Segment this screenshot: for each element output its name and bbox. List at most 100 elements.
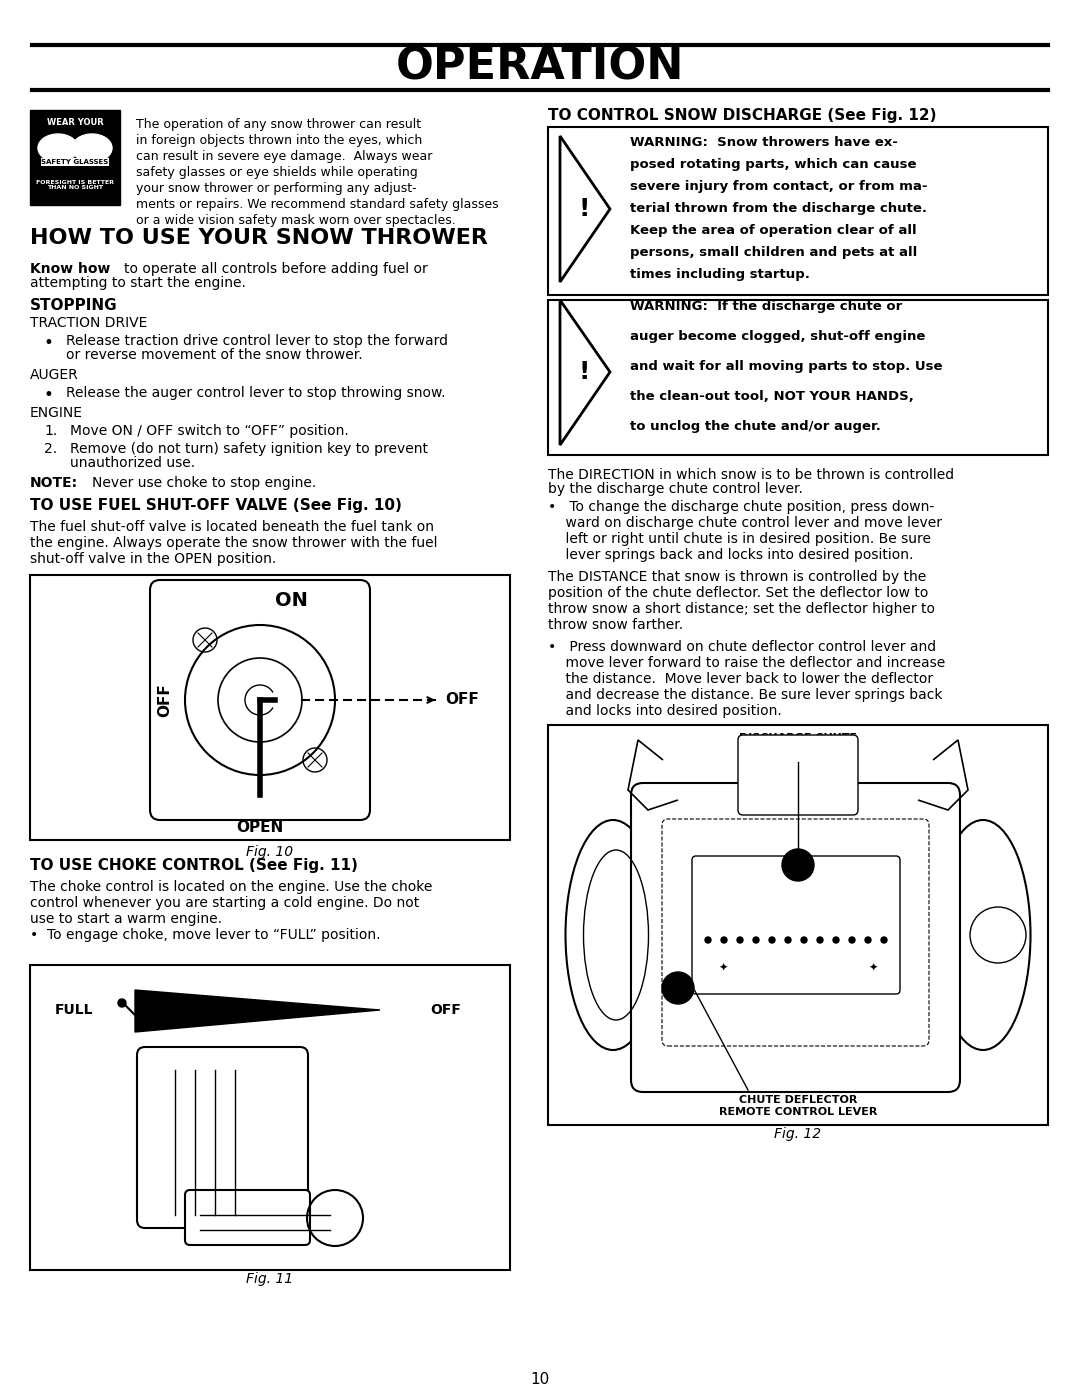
Text: Release traction drive control lever to stop the forward: Release traction drive control lever to … [66, 334, 448, 348]
Circle shape [769, 937, 775, 943]
Circle shape [865, 937, 870, 943]
Text: by the discharge chute control lever.: by the discharge chute control lever. [548, 482, 802, 496]
Text: and decrease the distance. Be sure lever springs back: and decrease the distance. Be sure lever… [548, 687, 943, 703]
FancyBboxPatch shape [30, 965, 510, 1270]
Text: TO USE CHOKE CONTROL (See Fig. 11): TO USE CHOKE CONTROL (See Fig. 11) [30, 858, 357, 873]
Circle shape [801, 937, 807, 943]
Text: The DISTANCE that snow is thrown is controlled by the: The DISTANCE that snow is thrown is cont… [548, 570, 927, 584]
Text: Keep the area of operation clear of all: Keep the area of operation clear of all [630, 224, 917, 237]
Circle shape [118, 999, 126, 1007]
Text: NOTE:: NOTE: [30, 476, 78, 490]
Text: Fig. 12: Fig. 12 [774, 1127, 822, 1141]
Text: •: • [44, 386, 54, 404]
Text: TO CONTROL SNOW DISCHARGE (See Fig. 12): TO CONTROL SNOW DISCHARGE (See Fig. 12) [548, 108, 936, 123]
Text: The DIRECTION in which snow is to be thrown is controlled: The DIRECTION in which snow is to be thr… [548, 468, 954, 482]
Text: Fig. 10: Fig. 10 [246, 845, 294, 859]
FancyBboxPatch shape [548, 300, 1048, 455]
Circle shape [833, 937, 839, 943]
Text: or a wide vision safety mask worn over spectacles.: or a wide vision safety mask worn over s… [136, 214, 456, 226]
Text: the clean-out tool, NOT YOUR HANDS,: the clean-out tool, NOT YOUR HANDS, [630, 390, 914, 402]
Text: CHUTE DEFLECTOR
REMOTE CONTROL LEVER: CHUTE DEFLECTOR REMOTE CONTROL LEVER [719, 1095, 877, 1116]
FancyBboxPatch shape [137, 1046, 308, 1228]
Text: Remove (do not turn) safety ignition key to prevent: Remove (do not turn) safety ignition key… [70, 441, 428, 455]
Text: OPERATION: OPERATION [395, 46, 685, 88]
Text: auger become clogged, shut-off engine: auger become clogged, shut-off engine [630, 330, 926, 344]
FancyBboxPatch shape [185, 1190, 310, 1245]
Text: WEAR YOUR: WEAR YOUR [46, 117, 104, 127]
Text: move lever forward to raise the deflector and increase: move lever forward to raise the deflecto… [548, 657, 945, 671]
Text: STOPPING: STOPPING [30, 298, 118, 313]
Circle shape [785, 937, 791, 943]
Circle shape [816, 937, 823, 943]
Text: SAFETY GLASSES: SAFETY GLASSES [41, 159, 109, 165]
Text: the engine. Always operate the snow thrower with the fuel: the engine. Always operate the snow thro… [30, 536, 437, 550]
Text: or reverse movement of the snow thrower.: or reverse movement of the snow thrower. [66, 348, 363, 362]
Text: the distance.  Move lever back to lower the deflector: the distance. Move lever back to lower t… [548, 672, 933, 686]
Text: ON: ON [275, 591, 308, 610]
Text: safety glasses or eye shields while operating: safety glasses or eye shields while oper… [136, 166, 418, 179]
Text: TO USE FUEL SHUT-OFF VALVE (See Fig. 10): TO USE FUEL SHUT-OFF VALVE (See Fig. 10) [30, 497, 402, 513]
Text: control whenever you are starting a cold engine. Do not: control whenever you are starting a cold… [30, 895, 419, 909]
Text: The operation of any snow thrower can result: The operation of any snow thrower can re… [136, 117, 421, 131]
Text: to operate all controls before adding fuel or: to operate all controls before adding fu… [124, 263, 428, 277]
Text: 2.: 2. [44, 441, 57, 455]
Text: OFF: OFF [430, 1003, 461, 1017]
Text: Know how: Know how [30, 263, 110, 277]
Polygon shape [135, 990, 380, 1032]
Text: ments or repairs. We recommend standard safety glasses: ments or repairs. We recommend standard … [136, 198, 499, 211]
Circle shape [753, 937, 759, 943]
Ellipse shape [38, 134, 78, 162]
Text: FULL: FULL [55, 1003, 94, 1017]
Text: Release the auger control lever to stop throwing snow.: Release the auger control lever to stop … [66, 386, 446, 400]
Text: OFF: OFF [445, 693, 478, 707]
Circle shape [881, 937, 887, 943]
Text: AUGER: AUGER [30, 367, 79, 381]
Text: WARNING:  If the discharge chute or: WARNING: If the discharge chute or [630, 300, 902, 313]
Text: WARNING:  Snow throwers have ex-: WARNING: Snow throwers have ex- [630, 136, 897, 149]
Text: position of the chute deflector. Set the deflector low to: position of the chute deflector. Set the… [548, 585, 929, 599]
Text: TRACTION DRIVE: TRACTION DRIVE [30, 316, 147, 330]
FancyBboxPatch shape [30, 110, 120, 205]
Text: and wait for all moving parts to stop. Use: and wait for all moving parts to stop. U… [630, 360, 943, 373]
Text: your snow thrower or performing any adjust-: your snow thrower or performing any adju… [136, 182, 417, 196]
Text: 10: 10 [530, 1372, 550, 1387]
Circle shape [849, 937, 855, 943]
Text: can result in severe eye damage.  Always wear: can result in severe eye damage. Always … [136, 149, 432, 163]
Text: persons, small children and pets at all: persons, small children and pets at all [630, 246, 917, 258]
Text: Fig. 11: Fig. 11 [246, 1273, 294, 1287]
FancyBboxPatch shape [631, 782, 960, 1092]
FancyBboxPatch shape [548, 725, 1048, 1125]
Text: shut-off valve in the OPEN position.: shut-off valve in the OPEN position. [30, 552, 276, 566]
Text: •   To change the discharge chute position, press down-: • To change the discharge chute position… [548, 500, 934, 514]
Circle shape [737, 937, 743, 943]
Circle shape [721, 937, 727, 943]
Text: in foreign objects thrown into the eyes, which: in foreign objects thrown into the eyes,… [136, 134, 422, 147]
FancyBboxPatch shape [548, 127, 1048, 295]
Text: FORESIGHT IS BETTER
THAN NO SIGHT: FORESIGHT IS BETTER THAN NO SIGHT [36, 180, 114, 190]
Text: throw snow a short distance; set the deflector higher to: throw snow a short distance; set the def… [548, 602, 935, 616]
Text: times including startup.: times including startup. [630, 268, 810, 281]
FancyBboxPatch shape [150, 580, 370, 820]
Text: throw snow farther.: throw snow farther. [548, 617, 684, 631]
Circle shape [662, 972, 694, 1004]
FancyBboxPatch shape [692, 856, 900, 995]
Text: terial thrown from the discharge chute.: terial thrown from the discharge chute. [630, 203, 927, 215]
Text: posed rotating parts, which can cause: posed rotating parts, which can cause [630, 158, 917, 170]
Text: •  To engage choke, move lever to “FULL” position.: • To engage choke, move lever to “FULL” … [30, 928, 380, 942]
FancyBboxPatch shape [738, 735, 858, 814]
Text: unauthorized use.: unauthorized use. [70, 455, 195, 469]
Ellipse shape [72, 134, 112, 162]
Text: DISCHARGE CHUTE
CONTROL LEVER: DISCHARGE CHUTE CONTROL LEVER [739, 733, 858, 754]
FancyBboxPatch shape [662, 819, 929, 1046]
Text: to unclog the chute and/or auger.: to unclog the chute and/or auger. [630, 420, 881, 433]
Text: use to start a warm engine.: use to start a warm engine. [30, 912, 222, 926]
Circle shape [705, 937, 711, 943]
Text: •: • [44, 334, 54, 352]
Text: The fuel shut-off valve is located beneath the fuel tank on: The fuel shut-off valve is located benea… [30, 520, 434, 534]
Text: ENGINE: ENGINE [30, 407, 83, 420]
Text: severe injury from contact, or from ma-: severe injury from contact, or from ma- [630, 180, 928, 193]
Text: HOW TO USE YOUR SNOW THROWER: HOW TO USE YOUR SNOW THROWER [30, 228, 488, 249]
Text: attempting to start the engine.: attempting to start the engine. [30, 277, 246, 291]
FancyBboxPatch shape [30, 576, 510, 840]
Text: The choke control is located on the engine. Use the choke: The choke control is located on the engi… [30, 880, 432, 894]
